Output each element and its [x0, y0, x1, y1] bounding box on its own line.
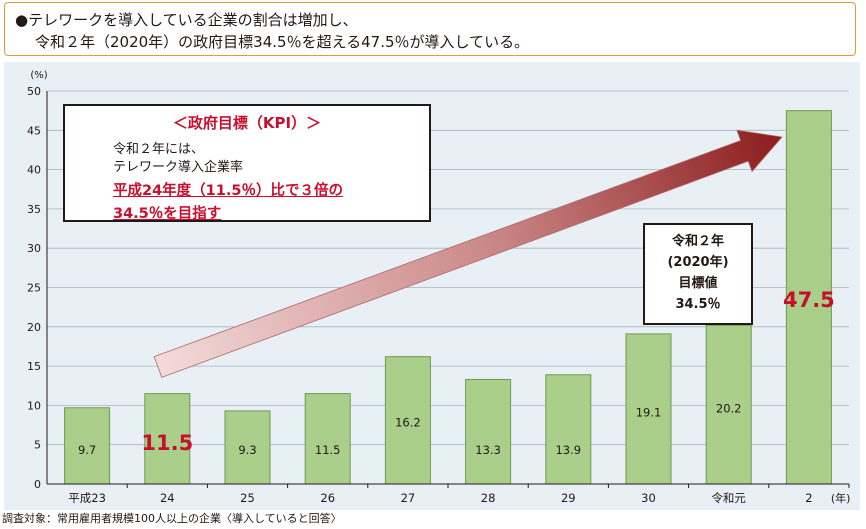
x-tick-label: 25	[240, 491, 255, 505]
target-line-4: 34.5％	[675, 297, 721, 312]
header-line-1: ●テレワークを導入している企業の割合は増加し、	[15, 11, 358, 29]
x-tick-label: 29	[561, 491, 576, 505]
y-tick-label: 50	[27, 85, 41, 98]
x-tick-label: 2	[805, 491, 812, 505]
trend-arrow	[153, 129, 783, 378]
kpi-line-3: 平成24年度（11.5％）比で３倍の	[113, 183, 343, 199]
bar-value-label: 47.5	[783, 288, 835, 312]
footnote: 調査対象：常用雇用者規模100人以上の企業〈導入していると回答〉	[2, 512, 342, 525]
y-tick-label: 40	[27, 164, 41, 177]
bar-value-label: 16.2	[395, 416, 421, 430]
bar	[64, 407, 111, 485]
y-tick-label: 5	[34, 439, 41, 452]
bar-value-label: 9.3	[238, 443, 256, 457]
header-line-2: 令和２年（2020年）の政府目標34.5％を超える47.5％が導入している。	[35, 33, 530, 51]
y-tick-label: 0	[34, 478, 41, 491]
x-tick-label: 平成23	[68, 491, 106, 505]
x-tick-label: 24	[160, 491, 175, 505]
x-tick-label: 30	[641, 491, 656, 505]
bar	[304, 393, 351, 485]
y-tick-label: 25	[27, 282, 41, 295]
bar-value-label: 13.9	[555, 443, 581, 457]
bar	[144, 393, 191, 485]
y-tick-label: 35	[27, 203, 41, 216]
bar	[705, 324, 752, 485]
bar-value-label: 9.7	[78, 443, 96, 457]
x-tick-label: 26	[320, 491, 335, 505]
kpi-callout: ＜政府目標（KPI）＞ 令和２年には、 テレワーク導入企業率 平成24年度（11…	[63, 104, 431, 222]
bar-value-label: 19.1	[636, 405, 662, 419]
target-line-3: 目標値	[678, 276, 718, 291]
bar	[625, 333, 672, 485]
y-tick-label: 45	[27, 124, 41, 137]
y-tick-label: 30	[27, 242, 41, 255]
kpi-line-1: 令和２年には、	[113, 142, 205, 157]
y-axis-unit: (%)	[30, 70, 47, 81]
target-callout: 令和２年 (2020年) 目標値 34.5％	[643, 223, 753, 325]
bar-value-label: 11.5	[141, 431, 193, 455]
kpi-line-4: 34.5％を目指す	[113, 206, 222, 222]
target-line-2: (2020年)	[667, 255, 729, 270]
y-tick-label: 10	[27, 399, 41, 412]
trend-arrow-shape	[153, 129, 783, 378]
bar-value-label: 20.2	[716, 402, 742, 416]
bar	[545, 374, 592, 485]
kpi-line-2: テレワーク導入企業率	[113, 160, 244, 175]
bar	[785, 110, 832, 485]
y-tick-label: 15	[27, 360, 41, 373]
x-tick-label: 28	[481, 491, 496, 505]
x-axis-unit: (年)	[831, 491, 851, 505]
header-box: ●テレワークを導入している企業の割合は増加し、 令和２年（2020年）の政府目標…	[4, 2, 856, 56]
x-tick-label: 令和元	[711, 491, 746, 505]
x-tick-label: 27	[401, 491, 416, 505]
y-tick-label: 20	[27, 321, 41, 334]
bar-value-label: 13.3	[475, 443, 501, 457]
bar-value-label: 11.5	[315, 443, 341, 457]
kpi-title: ＜政府目標（KPI）＞	[172, 114, 322, 132]
bar	[465, 378, 512, 485]
target-line-1: 令和２年	[671, 234, 724, 249]
bar	[384, 356, 431, 485]
